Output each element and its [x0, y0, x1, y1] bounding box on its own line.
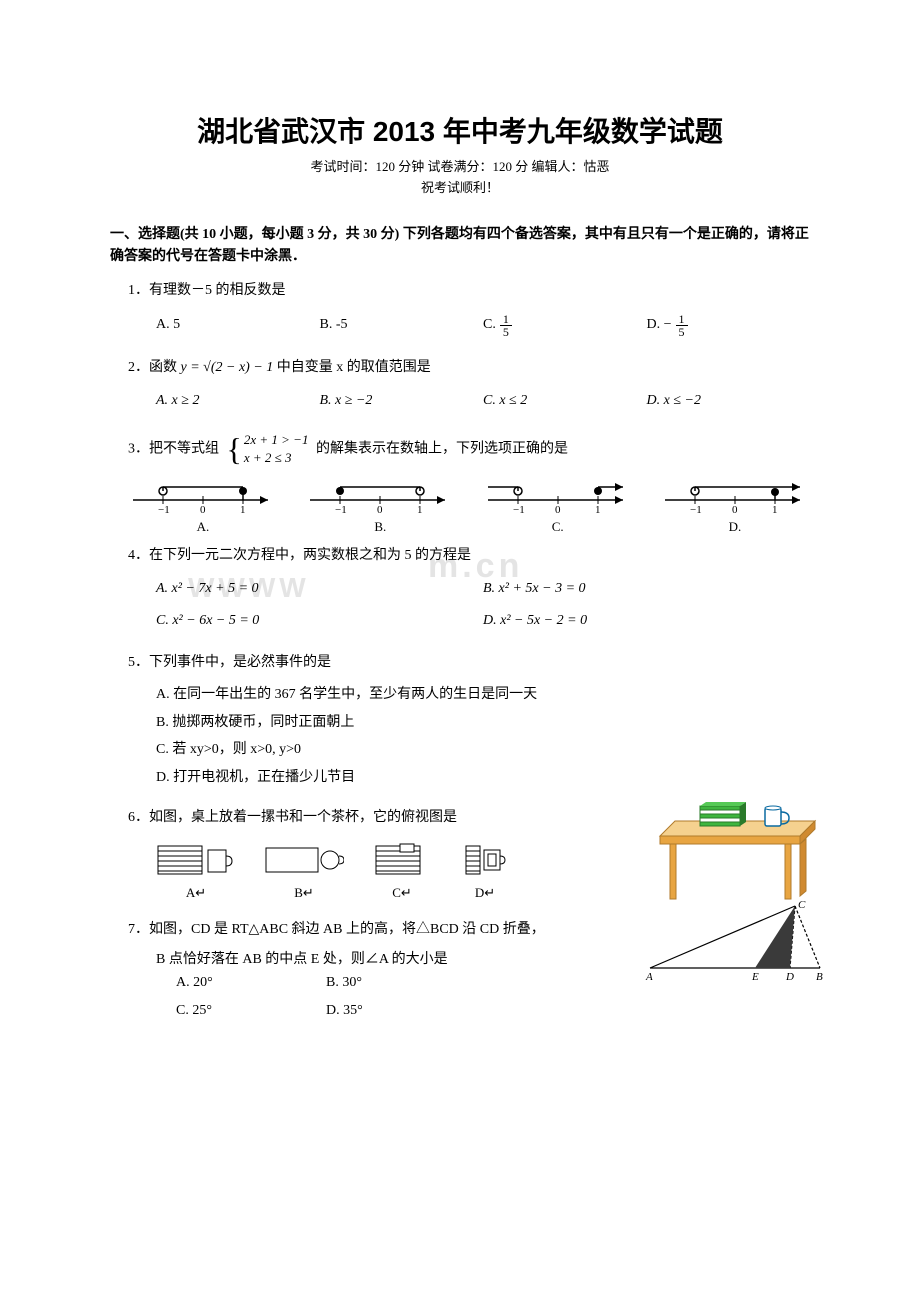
q2-stem-math: y = √(2 − x) − 1: [181, 360, 274, 375]
q6-opt-d: D↵: [460, 842, 510, 904]
question-1: 1．有理数－5 的相反数是 A. 5 B. -5 C. 15 D. − 15: [128, 279, 810, 342]
q4-opt-d: D. x² − 5x − 2 = 0: [483, 605, 810, 637]
svg-text:0: 0: [377, 504, 383, 514]
svg-text:1: 1: [240, 504, 246, 514]
svg-text:−1: −1: [513, 504, 525, 514]
q3-ineq-1: 2x + 1 > −1: [244, 431, 309, 449]
svg-text:1: 1: [595, 504, 601, 514]
q4-opt-c: C. x² − 6x − 5 = 0: [156, 605, 483, 637]
section-1-heading: 一、选择题(共 10 小题，每小题 3 分，共 30 分) 下列各题均有四个备选…: [110, 224, 810, 269]
q1-opt-c: C. 15: [483, 309, 647, 342]
question-2: 2．函数 y = √(2 − x) − 1 中自变量 x 的取值范围是 A. x…: [128, 356, 810, 418]
q1-opt-b: B. -5: [320, 309, 484, 341]
question-6: 6．如图，桌上放着一摞书和一个茶杯，它的俯视图是: [128, 806, 810, 904]
q2-stem-post: 中自变量 x 的取值范围是: [277, 360, 431, 375]
q4-stem: 4．在下列一元二次方程中，两实数根之和为 5 的方程是: [128, 544, 810, 568]
page-title: 湖北省武汉市 2013 年中考九年级数学试题: [110, 110, 810, 150]
q5-stem: 5．下列事件中，是必然事件的是: [128, 651, 810, 675]
q3-stem-post: 的解集表示在数轴上，下列选项正确的是: [316, 442, 568, 457]
svg-text:0: 0: [200, 504, 206, 514]
svg-text:0: 0: [555, 504, 561, 514]
q7-opt-a: A. 20°: [176, 971, 326, 995]
exam-meta: 考试时间：120 分钟 试卷满分：120 分 编辑人：怙恶: [110, 156, 810, 175]
triangle-figure: A E D B C: [640, 898, 830, 997]
q7-opt-c: C. 25°: [176, 999, 326, 1023]
q7-opt-d: D. 35°: [326, 999, 476, 1023]
svg-text:A: A: [645, 971, 653, 983]
q5-opt-a: A. 在同一年出生的 367 名学生中，至少有两人的生日是同一天: [156, 681, 810, 709]
svg-text:0: 0: [732, 504, 738, 514]
svg-text:D: D: [785, 971, 794, 983]
question-5: 5．下列事件中，是必然事件的是 A. 在同一年出生的 367 名学生中，至少有两…: [128, 651, 810, 792]
q7-opt-b: B. 30°: [326, 971, 476, 995]
exam-wish: 祝考试顺利！: [110, 177, 810, 196]
q2-opt-b: B. x ≥ −2: [320, 385, 484, 417]
number-line-c: −1 0 1 C.: [483, 478, 633, 530]
q3-ineq-2: x + 2 ≤ 3: [244, 449, 309, 467]
svg-text:1: 1: [417, 504, 423, 514]
number-line-b: −1 0 1 B.: [305, 478, 455, 530]
svg-text:−1: −1: [690, 504, 702, 514]
question-7: A E D B C 7．如图，CD 是 RT△ABC 斜边 AB 上的高，将△B…: [128, 918, 810, 1023]
number-line-a: −1 0 1 A.: [128, 478, 278, 530]
svg-text:−1: −1: [335, 504, 347, 514]
svg-text:−1: −1: [158, 504, 170, 514]
brace-icon: {: [227, 433, 242, 465]
q6-opt-a: A↵: [156, 842, 236, 904]
q5-opt-b: B. 抛掷两枚硬币，同时正面朝上: [156, 709, 810, 737]
q6-opt-b: B↵: [264, 842, 344, 904]
q2-opt-c: C. x ≤ 2: [483, 385, 647, 417]
q4-opt-b: B. x² + 5x − 3 = 0: [483, 573, 810, 605]
q1-stem: 1．有理数－5 的相反数是: [128, 279, 810, 303]
q2-stem-pre: 2．函数: [128, 360, 181, 375]
q1-opt-a: A. 5: [156, 309, 320, 341]
svg-text:E: E: [751, 971, 759, 983]
q2-opt-d: D. x ≤ −2: [647, 385, 811, 417]
question-3: 3．把不等式组 { 2x + 1 > −1 x + 2 ≤ 3 的解集表示在数轴…: [128, 431, 810, 529]
svg-text:1: 1: [772, 504, 778, 514]
q3-stem-pre: 3．把不等式组: [128, 442, 219, 457]
q5-opt-d: D. 打开电视机，正在播少儿节目: [156, 764, 810, 792]
q2-opt-a: A. x ≥ 2: [156, 385, 320, 417]
question-4: m.cn WWWW 4．在下列一元二次方程中，两实数根之和为 5 的方程是 A.…: [128, 544, 810, 637]
q4-opt-a: A. x² − 7x + 5 = 0: [156, 573, 483, 605]
q6-opt-c: C↵: [372, 842, 432, 904]
svg-text:C: C: [798, 899, 806, 911]
svg-text:B: B: [816, 971, 823, 983]
number-line-d: −1 0 1 D.: [660, 478, 810, 530]
q1-opt-d: D. − 15: [647, 309, 811, 342]
q5-opt-c: C. 若 xy>0，则 x>0, y>0: [156, 736, 810, 764]
